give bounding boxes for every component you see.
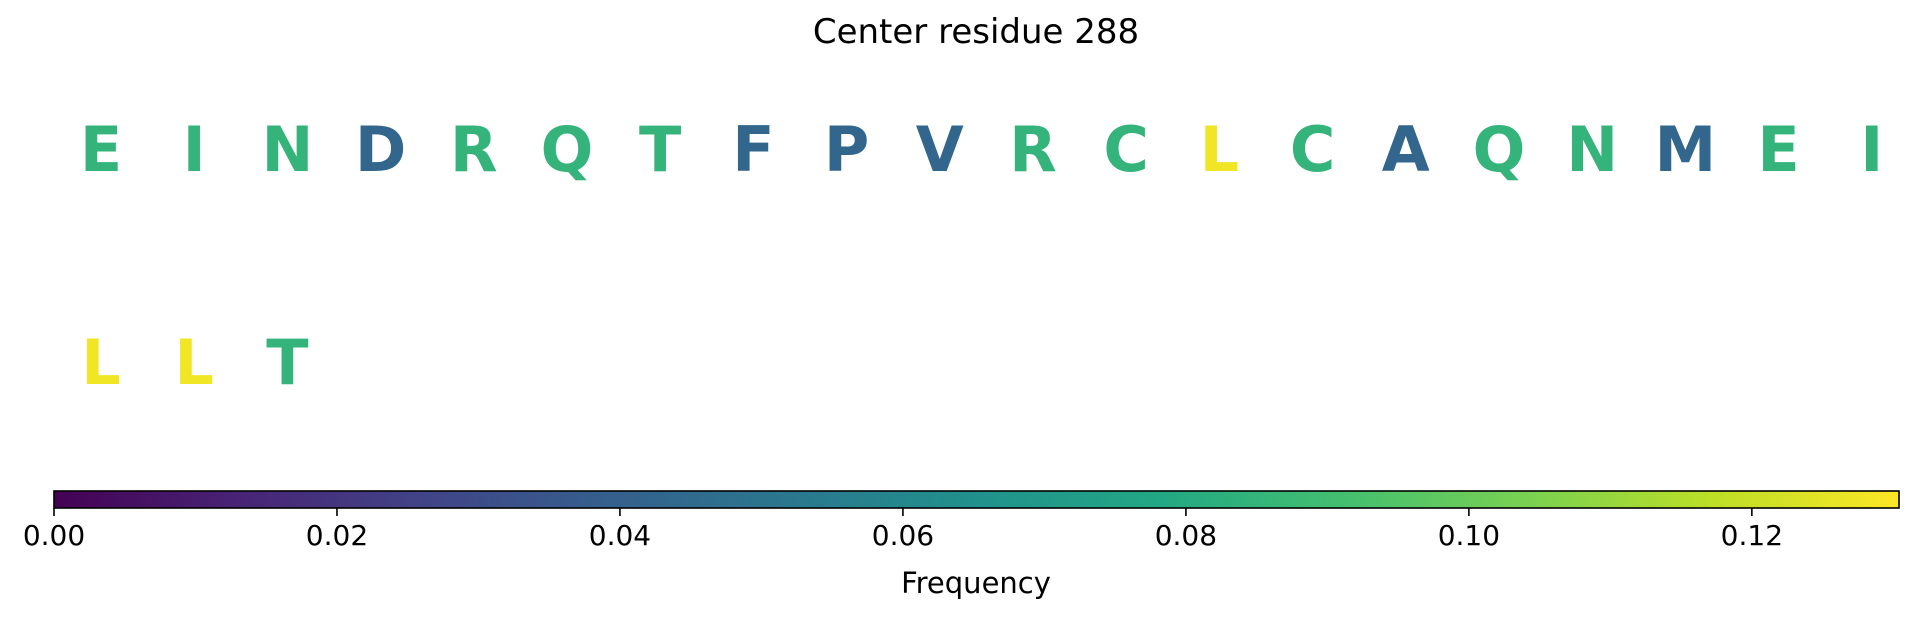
colorbar-tick-label: 0.12 bbox=[1721, 519, 1783, 552]
colorbar-tick-label: 0.06 bbox=[872, 519, 934, 552]
colorbar-gradient bbox=[53, 490, 1900, 509]
residue-letter: C bbox=[1289, 113, 1336, 186]
residue-letter: L bbox=[81, 326, 121, 399]
residue-letter: R bbox=[1009, 113, 1057, 186]
colorbar-ticks: 0.00 0.02 0.04 0.06 0.08 0.10 0.12 bbox=[23, 508, 1783, 552]
residue-letter: Q bbox=[1472, 113, 1526, 186]
residue-letter: A bbox=[1381, 113, 1430, 186]
colorbar-label: Frequency bbox=[901, 566, 1051, 600]
residue-letter: T bbox=[266, 326, 309, 399]
residue-letter: L bbox=[174, 326, 214, 399]
residue-letter: R bbox=[449, 113, 498, 186]
chart-title: Center residue 288 bbox=[812, 12, 1140, 52]
residue-letter: E bbox=[79, 113, 123, 186]
residue-letter: N bbox=[261, 113, 314, 186]
residue-letter: I bbox=[1860, 113, 1884, 186]
residue-letter: M bbox=[1654, 113, 1717, 186]
colorbar-tick-label: 0.10 bbox=[1438, 519, 1500, 552]
colorbar-tick-label: 0.02 bbox=[306, 519, 368, 552]
colorbar-tick-label: 0.04 bbox=[589, 519, 651, 552]
residue-letter: F bbox=[732, 113, 775, 186]
colorbar-tick-label: 0.08 bbox=[1155, 519, 1217, 552]
residue-letter: N bbox=[1566, 113, 1619, 186]
colorbar-tick-label: 0.00 bbox=[23, 519, 85, 552]
residue-letter: T bbox=[639, 113, 682, 186]
residue-letter: E bbox=[1757, 113, 1800, 186]
residue-letter: C bbox=[1103, 113, 1149, 186]
residue-letter: V bbox=[915, 113, 964, 186]
residue-letter: L bbox=[1199, 113, 1240, 186]
residue-letter: D bbox=[354, 113, 407, 186]
residue-letter: P bbox=[823, 113, 870, 186]
residue-letter: Q bbox=[540, 113, 594, 186]
residue-letter: I bbox=[182, 113, 206, 186]
